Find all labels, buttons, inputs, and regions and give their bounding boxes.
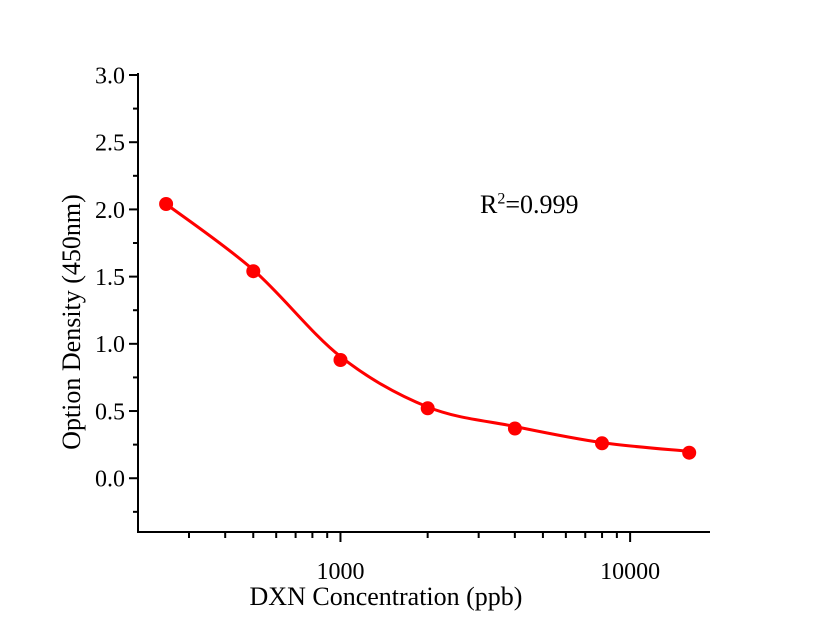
x-tick-label: 1000 [316,559,364,585]
y-axis-title: Option Density (450nm) [57,194,86,450]
y-tick-label: 1.5 [95,265,125,291]
r-squared-value: =0.999 [505,190,579,219]
y-tick-label: 3.0 [95,63,125,89]
x-axis-title: DXN Concentration (ppb) [249,582,523,611]
y-tick-label: 0.5 [95,399,125,425]
data-point [246,264,261,279]
r-squared-lead: R [480,190,498,219]
data-point [595,436,609,451]
data-point [159,197,174,211]
r-squared-annotation: R2=0.999 [480,190,579,220]
data-point [682,445,697,460]
x-tick-label: 10000 [600,559,660,585]
data-point [333,353,348,367]
y-tick-label: 0.0 [95,467,125,493]
y-tick-label: 2.5 [95,131,125,157]
y-tick-label: 2.0 [95,198,125,224]
y-tick-label: 1.0 [95,332,125,358]
data-point [507,421,522,436]
r-squared-superscript: 2 [497,190,506,208]
data-point [420,401,435,416]
